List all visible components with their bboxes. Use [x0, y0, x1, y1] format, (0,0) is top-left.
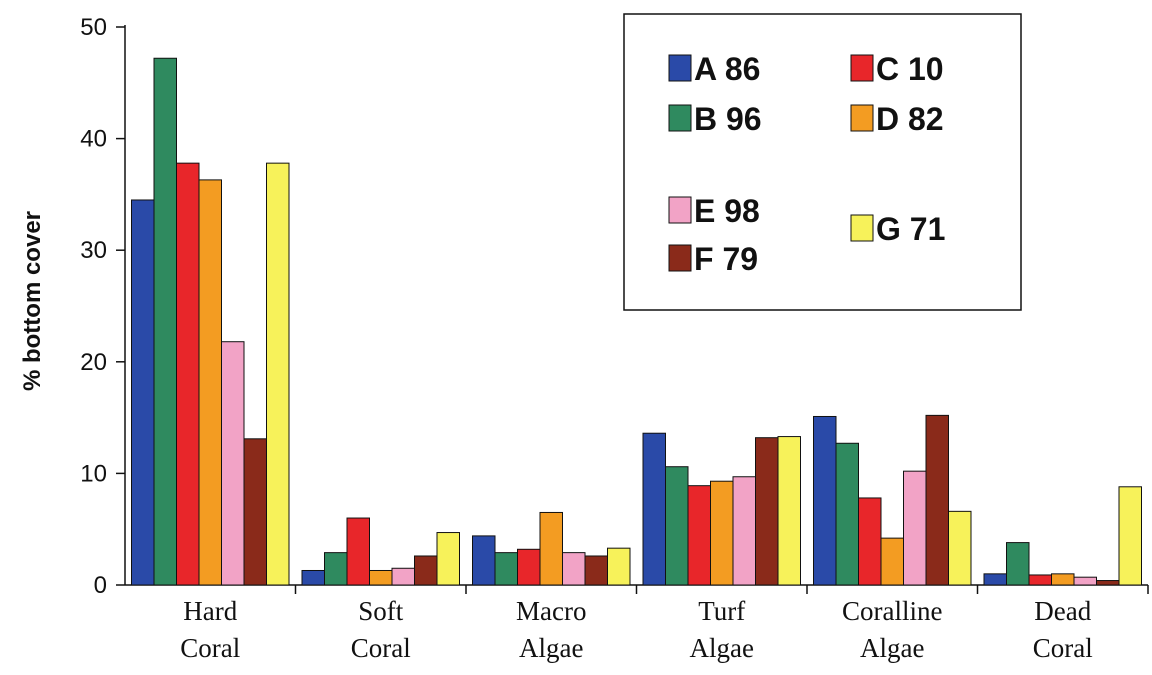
- legend-swatch: [850, 104, 874, 132]
- axes: [116, 25, 1149, 594]
- bar: [562, 552, 586, 586]
- legend-swatch: [668, 104, 692, 132]
- x-category-label: Turf: [698, 596, 745, 626]
- y-tick-label: 20: [80, 349, 107, 376]
- bar: [925, 414, 949, 586]
- legend-label: C 10: [876, 51, 944, 87]
- bars: [131, 57, 1142, 586]
- bar: [732, 476, 756, 586]
- y-tick-label: 50: [80, 14, 107, 41]
- bar: [517, 548, 541, 586]
- x-category-label: Coral: [351, 633, 411, 663]
- legend-swatch: [850, 54, 874, 82]
- bar: [1073, 576, 1097, 586]
- legend-swatch: [850, 214, 874, 242]
- bar: [391, 567, 415, 586]
- legend-swatch: [668, 196, 692, 224]
- bar: [584, 555, 608, 586]
- bar: [777, 436, 801, 586]
- y-axis-title-group: % bottom cover: [19, 211, 46, 391]
- bar: [1096, 580, 1120, 586]
- legend-swatch: [668, 54, 692, 82]
- bar: [1028, 574, 1052, 586]
- x-category-label: Coral: [1033, 633, 1093, 663]
- x-category-label: Macro: [516, 596, 586, 626]
- legend-label: E 98: [694, 193, 760, 229]
- category-labels: Hard Coral Soft Coral Macro Algae Turf Algae Cor…: [180, 596, 1093, 663]
- legend-label: B 96: [694, 101, 762, 137]
- bar: [131, 199, 155, 586]
- y-tick-label: 10: [80, 460, 107, 487]
- bar: [983, 573, 1007, 586]
- x-category-label: Algae: [519, 633, 583, 663]
- legend: A 86 B 96 C 10 D 82 E 98 F 79 G 71: [623, 13, 1022, 311]
- bar: [436, 532, 460, 586]
- bar: [710, 480, 734, 586]
- y-tick-label: 30: [80, 237, 107, 264]
- legend-label: D 82: [876, 101, 944, 137]
- bar: [153, 57, 177, 586]
- bar: [755, 437, 779, 586]
- bar: [243, 438, 267, 586]
- bar: [880, 537, 904, 586]
- bar: [1051, 573, 1075, 586]
- bar: [665, 466, 689, 586]
- x-category-label: Hard: [183, 596, 237, 626]
- bar: [642, 432, 666, 586]
- bar: [221, 341, 245, 586]
- bar: [1006, 542, 1030, 586]
- bar: [687, 485, 711, 586]
- bar: [472, 535, 496, 586]
- legend-label: G 71: [876, 211, 945, 247]
- y-tick-labels: 0 10 20 30 40 50: [80, 14, 107, 599]
- bar: [948, 510, 972, 586]
- bar: [903, 470, 927, 586]
- bar: [494, 552, 518, 586]
- y-tick-label: 40: [80, 126, 107, 153]
- bar: [414, 555, 438, 586]
- bar: [1118, 486, 1142, 586]
- bar: [835, 442, 859, 586]
- bar: [813, 415, 837, 586]
- legend-swatch: [668, 244, 692, 272]
- x-category-label: Dead: [1034, 596, 1091, 626]
- bar: [369, 569, 393, 586]
- bar: [198, 179, 222, 586]
- bar: [346, 517, 370, 586]
- bar: [858, 497, 882, 586]
- bar: [324, 552, 348, 586]
- x-category-label: Coral: [180, 633, 240, 663]
- bar: [607, 547, 631, 586]
- x-category-label: Soft: [358, 596, 404, 626]
- bar: [301, 569, 325, 586]
- x-category-label: Coralline: [842, 596, 942, 626]
- legend-label: A 86: [694, 51, 760, 87]
- legend-label: F 79: [694, 241, 758, 277]
- x-category-label: Algae: [860, 633, 924, 663]
- y-tick-label: 0: [94, 572, 107, 599]
- bar: [266, 162, 290, 586]
- x-category-label: Algae: [690, 633, 754, 663]
- bar: [176, 162, 200, 586]
- bar: [539, 511, 563, 586]
- y-axis-title: % bottom cover: [19, 211, 46, 391]
